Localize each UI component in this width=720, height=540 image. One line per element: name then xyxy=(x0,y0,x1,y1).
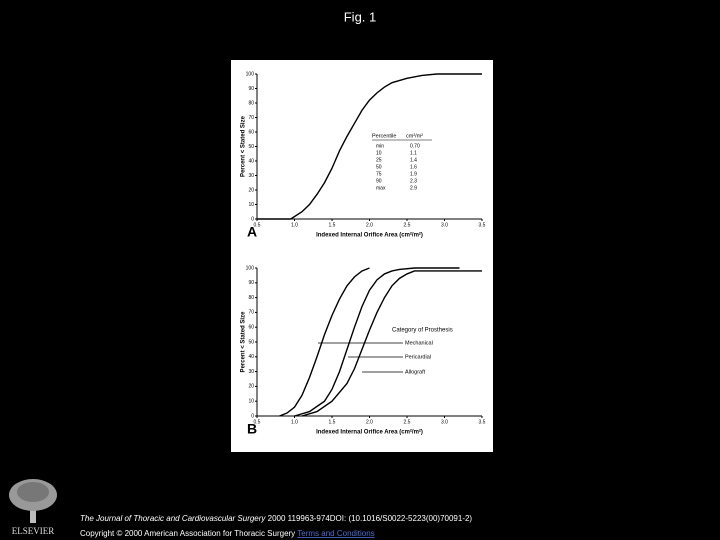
y-tick-label: 40 xyxy=(248,354,254,360)
table-cell: 2.9 xyxy=(410,185,417,191)
y-tick-label: 60 xyxy=(248,325,254,331)
y-tick-label: 30 xyxy=(248,369,254,375)
table-cell: 0.70 xyxy=(410,143,420,149)
table-cell: 10 xyxy=(376,150,382,156)
y-tick-label: 100 xyxy=(246,71,255,77)
panel-label: B xyxy=(247,421,257,437)
table-cell: 1.4 xyxy=(410,157,417,163)
legend-label: Mechanical xyxy=(405,340,433,346)
y-axis-label: Percent < Stated Size xyxy=(241,311,247,373)
copyright: Copyright © 2000 American Association fo… xyxy=(80,529,375,538)
y-tick-label: 80 xyxy=(248,295,254,301)
y-tick-label: 10 xyxy=(248,399,254,405)
table-header: cm²/m² xyxy=(406,133,423,139)
x-tick-label: 1.0 xyxy=(291,419,298,425)
series-line xyxy=(294,267,460,417)
table-cell: 25 xyxy=(376,157,382,163)
y-tick-label: 20 xyxy=(248,187,254,193)
figure-background xyxy=(231,60,493,452)
logo-text: ELSEVIER xyxy=(12,526,55,536)
panel-label: A xyxy=(247,224,257,240)
y-tick-label: 10 xyxy=(248,202,254,208)
series-line xyxy=(279,267,370,417)
table-cell: 50 xyxy=(376,164,382,170)
x-tick-label: 2.5 xyxy=(404,419,411,425)
table-header: Percentile xyxy=(372,133,396,139)
legend-title: Category of Prosthesis xyxy=(392,328,453,334)
y-tick-label: 0 xyxy=(251,216,254,222)
x-tick-label: 1.5 xyxy=(329,222,336,228)
x-axis-label: Indexed Internal Orifice Area (cm²/m²) xyxy=(316,232,423,239)
x-tick-label: 3.5 xyxy=(479,222,486,228)
y-tick-label: 70 xyxy=(248,310,254,316)
y-tick-label: 70 xyxy=(248,115,254,121)
x-tick-label: 3.5 xyxy=(479,419,486,425)
y-tick-label: 20 xyxy=(248,384,254,390)
x-tick-label: 3.0 xyxy=(441,419,448,425)
y-tick-label: 90 xyxy=(248,280,254,286)
terms-link[interactable]: Terms and Conditions xyxy=(297,529,374,538)
y-tick-label: 50 xyxy=(248,144,254,150)
x-tick-label: 0.5 xyxy=(254,419,261,425)
table-cell: 1.6 xyxy=(410,164,417,170)
x-tick-label: 1.5 xyxy=(329,419,336,425)
y-tick-label: 30 xyxy=(248,173,254,179)
slide-title: Fig. 1 xyxy=(344,9,377,24)
y-tick-label: 60 xyxy=(248,129,254,135)
x-axis-label: Indexed Internal Orifice Area (cm²/m²) xyxy=(316,429,423,436)
y-tick-label: 90 xyxy=(248,86,254,92)
series-line xyxy=(257,73,482,220)
x-tick-label: 2.5 xyxy=(404,222,411,228)
x-tick-label: 2.0 xyxy=(366,222,373,228)
y-tick-label: 100 xyxy=(246,265,255,271)
journal-name: The Journal of Thoracic and Cardiovascul… xyxy=(80,514,266,523)
table-cell: 1.1 xyxy=(410,150,417,156)
x-tick-label: 2.0 xyxy=(366,419,373,425)
x-tick-label: 3.0 xyxy=(441,222,448,228)
table-cell: max xyxy=(376,185,386,191)
copyright-text: Copyright © 2000 American Association fo… xyxy=(80,529,297,538)
table-cell: 90 xyxy=(376,178,382,184)
y-tick-label: 40 xyxy=(248,158,254,164)
x-tick-label: 1.0 xyxy=(291,222,298,228)
citation-details: 2000 119963-974DOI: (10.1016/S0022-5223(… xyxy=(265,514,472,523)
table-cell: 1.9 xyxy=(410,171,417,177)
y-axis-label: Percent < Stated Size xyxy=(241,115,247,177)
x-tick-label: 0.5 xyxy=(254,222,261,228)
y-tick-label: 80 xyxy=(248,100,254,106)
table-cell: 75 xyxy=(376,171,382,177)
table-cell: min xyxy=(376,143,384,149)
legend-label: Pericardial xyxy=(405,354,431,360)
y-tick-label: 50 xyxy=(248,339,254,345)
logo-tree xyxy=(9,479,57,523)
citation: The Journal of Thoracic and Cardiovascul… xyxy=(80,514,472,523)
y-tick-label: 0 xyxy=(251,413,254,419)
legend-label: Allograft xyxy=(405,369,426,375)
table-cell: 2.3 xyxy=(410,178,417,184)
series-line xyxy=(301,270,482,417)
